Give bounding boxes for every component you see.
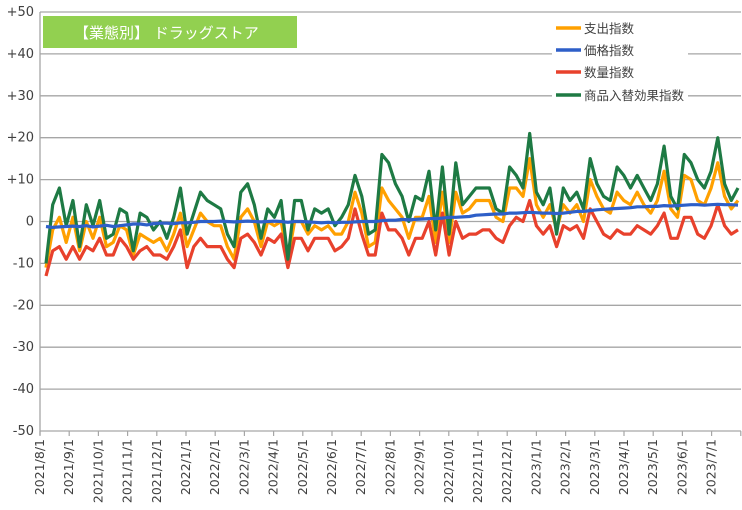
x-tick-label: 2022/4/1 <box>266 439 281 495</box>
legend-label: 価格指数 <box>584 43 635 58</box>
y-tick-label: +50 <box>7 5 34 20</box>
legend-item: 商品入替効果指数 <box>556 88 685 103</box>
x-tick-label: 2022/11/1 <box>470 439 485 503</box>
legend-label: 支出指数 <box>584 21 635 36</box>
y-tick-label: -40 <box>13 382 34 397</box>
x-tick-label: 2023/6/1 <box>674 439 689 495</box>
x-tick-label: 2023/1/1 <box>528 439 543 495</box>
series-line-0 <box>44 157 740 268</box>
chart-title-box: 【業態別】 ドラッグストア <box>43 16 297 48</box>
x-tick-label: 2022/7/1 <box>353 439 368 495</box>
x-tick-label: 2022/5/1 <box>295 439 310 495</box>
x-tick-label: 2021/9/1 <box>61 439 76 495</box>
x-tick-label: 2022/6/1 <box>324 439 339 495</box>
x-tick-label: 2022/2/1 <box>207 439 222 495</box>
x-axis: 2021/8/1 2021/9/1 2021/10/1 2021/11/1 2021/1… <box>32 431 742 503</box>
legend-item: 支出指数 <box>556 21 635 36</box>
y-tick-label: +30 <box>7 89 34 104</box>
x-tick-label: 2021/12/1 <box>149 439 164 503</box>
x-tick-label: 2022/9/1 <box>412 439 427 495</box>
x-tick-label: 2023/4/1 <box>616 439 631 495</box>
x-tick-label: 2021/11/1 <box>120 439 135 503</box>
y-tick-label: 0 <box>26 215 34 230</box>
series-lines <box>44 131 740 277</box>
legend-label: 数量指数 <box>584 65 635 80</box>
y-tick-label: -50 <box>13 424 34 439</box>
x-tick-label: 2022/10/1 <box>441 439 456 503</box>
y-tick-label: -30 <box>13 340 34 355</box>
x-tick-label: 2023/2/1 <box>558 439 573 495</box>
series-line-1 <box>45 202 739 229</box>
series-line-2 <box>44 198 739 277</box>
x-tick-label: 2021/8/1 <box>32 439 47 495</box>
x-tick-label: 2022/3/1 <box>236 439 251 495</box>
y-tick-label: +10 <box>7 173 34 188</box>
x-tick-label: 2023/7/1 <box>704 439 719 495</box>
y-tick-label: -10 <box>13 256 34 271</box>
legend-item: 数量指数 <box>556 65 635 80</box>
x-tick-label: 2023/5/1 <box>645 439 660 495</box>
x-tick-label: 2021/10/1 <box>90 439 105 503</box>
legend-item: 価格指数 <box>556 43 635 58</box>
y-tick-label: +20 <box>7 131 34 146</box>
x-tick-label: 2022/12/1 <box>499 439 514 503</box>
legend-label: 商品入替効果指数 <box>584 88 685 103</box>
x-tick-label: 2022/8/1 <box>382 439 397 495</box>
y-axis-labels: +50 +40 +30 +20 +10 0 -10 -20 -30 -40 -50 <box>7 5 34 439</box>
x-tick-label: 2023/3/1 <box>587 439 602 495</box>
chart-title: 【業態別】 ドラッグストア <box>74 24 259 42</box>
y-tick-label: -20 <box>13 298 34 313</box>
y-tick-label: +40 <box>7 47 34 62</box>
x-tick-label: 2022/1/1 <box>178 439 193 495</box>
